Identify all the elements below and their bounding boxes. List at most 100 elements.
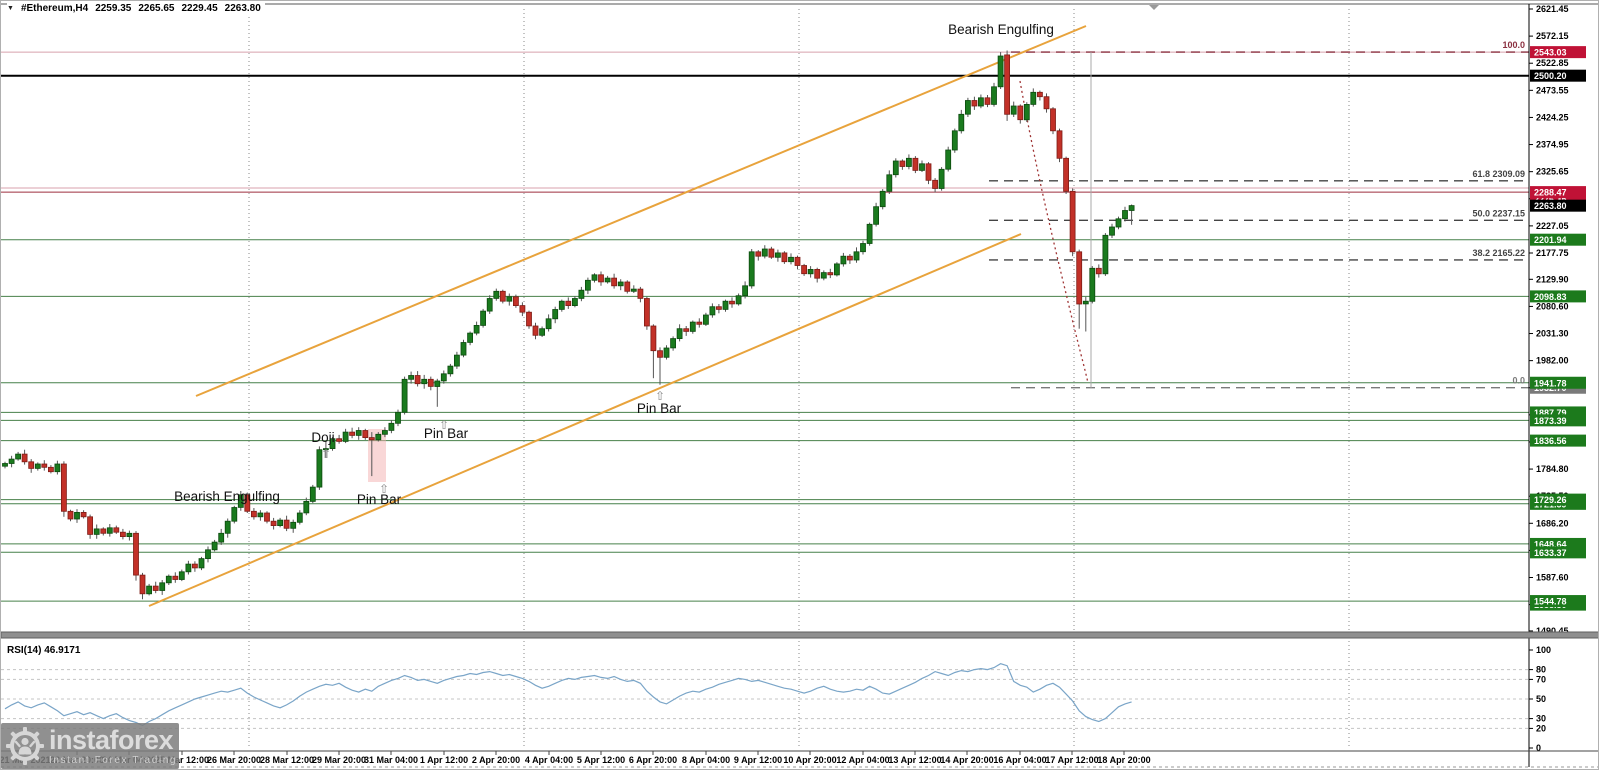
candle-body xyxy=(264,512,270,522)
candle-body xyxy=(1017,105,1024,121)
price-badge xyxy=(1530,376,1586,389)
price-tick-label: 1982.00 xyxy=(1536,356,1569,366)
time-tick-label: 31 Mar 04:00 xyxy=(364,755,418,765)
candle-body xyxy=(1069,190,1076,253)
price-badge-label: 1633.37 xyxy=(1534,548,1567,558)
time-tick-label: 16 Apr 04:00 xyxy=(993,755,1046,765)
time-tick-label: 28 Mar 12:00 xyxy=(260,755,314,765)
price-badge-label: 2098.83 xyxy=(1534,292,1567,302)
candle-body xyxy=(198,558,205,569)
candle-body xyxy=(205,549,211,559)
candle-body xyxy=(355,430,362,436)
candle-body xyxy=(722,300,729,310)
collapse-icon[interactable]: ▼ xyxy=(7,5,14,12)
time-tick-label: 5 Apr 12:00 xyxy=(577,755,625,765)
time-tick-label: 12 Apr 04:00 xyxy=(836,755,889,765)
candle-body xyxy=(499,290,506,302)
candle-body xyxy=(1010,105,1017,115)
fib-label: 61.8 2309.09 xyxy=(1472,169,1525,179)
candle-body xyxy=(879,190,886,208)
pattern-annotation: Bearish Engulfing xyxy=(174,489,280,504)
up-arrow-icon: ⇧ xyxy=(439,418,449,432)
candle-body xyxy=(165,575,172,584)
rsi-tick-label: 50 xyxy=(1536,694,1546,704)
candle-body xyxy=(840,255,847,265)
price-tick-label: 2031.30 xyxy=(1536,329,1569,339)
candle-body xyxy=(440,373,447,382)
candle-body xyxy=(1063,157,1069,192)
candle-body xyxy=(624,281,631,292)
candle-body xyxy=(172,575,179,580)
up-arrow-icon: ⇧ xyxy=(321,447,331,461)
candle-body xyxy=(847,255,853,261)
candle-body xyxy=(1030,91,1037,105)
candle-body xyxy=(113,527,120,533)
candle-body xyxy=(965,100,971,115)
time-tick-label: 2 Apr 20:00 xyxy=(472,755,520,765)
candle-body xyxy=(74,511,80,520)
time-tick-label: 1 Apr 12:00 xyxy=(420,755,468,765)
candle-body xyxy=(689,321,696,332)
candle-body xyxy=(919,163,925,171)
candle-body xyxy=(34,463,41,469)
candle-body xyxy=(978,97,984,107)
candle-body xyxy=(401,378,408,413)
time-tick-label: 6 Apr 20:00 xyxy=(629,755,677,765)
candle-body xyxy=(1095,267,1102,275)
candle-body xyxy=(572,298,578,306)
candle-body xyxy=(1109,226,1115,236)
price-tick-label: 2177.75 xyxy=(1536,248,1569,258)
up-arrow-icon: ⇧ xyxy=(655,389,665,403)
candle-body xyxy=(938,168,945,189)
candle-body xyxy=(1004,54,1010,115)
symbol-ohlc-bar: ▼ #Ethereum,H4 2259.35 2265.65 2229.45 2… xyxy=(7,2,265,15)
price-badge xyxy=(1530,233,1586,246)
candle-body xyxy=(1102,234,1109,275)
candle-body xyxy=(585,279,591,291)
price-tick-label: 2325.65 xyxy=(1536,167,1569,177)
time-tick-label: 10 Apr 20:00 xyxy=(783,755,836,765)
candle-body xyxy=(912,157,919,171)
instaforex-gear-icon xyxy=(6,727,44,765)
candle-body xyxy=(316,449,323,488)
time-tick-label: 17 Apr 12:00 xyxy=(1045,755,1098,765)
price-badge-label: 1836.56 xyxy=(1534,436,1567,446)
candle-body xyxy=(539,328,545,336)
candle-body xyxy=(296,512,303,523)
time-tick-label: 18 Apr 20:00 xyxy=(1097,755,1150,765)
watermark-tagline: Instant Forex Trading xyxy=(49,754,178,766)
candle-body xyxy=(21,453,28,463)
candle-body xyxy=(834,263,840,276)
candle-body xyxy=(473,324,480,334)
candle-body xyxy=(984,97,991,105)
candle-body xyxy=(925,163,932,181)
candle-body xyxy=(1089,267,1096,302)
candle-body xyxy=(80,511,87,518)
candle-body xyxy=(421,378,428,385)
price-tick-label: 1686.20 xyxy=(1536,518,1569,528)
time-tick-label: 29 Mar 20:00 xyxy=(312,755,366,765)
candle-body xyxy=(781,252,788,263)
candle-body xyxy=(775,252,781,258)
candle-body xyxy=(899,160,906,167)
candle-body xyxy=(414,375,421,385)
price-badge-label: 2288.47 xyxy=(1534,188,1567,198)
pattern-annotation: Pin Bar xyxy=(357,492,402,507)
watermark-brand: instaforex xyxy=(49,724,174,755)
candle-body xyxy=(591,274,598,281)
candle-body xyxy=(892,160,899,176)
price-badge-label: 2201.94 xyxy=(1534,235,1567,245)
fib-label: 38.2 2165.22 xyxy=(1472,248,1525,258)
candle-body xyxy=(735,295,742,305)
candle-body xyxy=(742,285,748,297)
candle-body xyxy=(630,288,637,292)
fib-label: 50.0 2237.15 xyxy=(1472,208,1525,218)
candle-body xyxy=(237,494,244,508)
candle-body xyxy=(178,571,185,580)
price-badge xyxy=(1530,546,1586,559)
candle-body xyxy=(15,453,22,460)
candle-body xyxy=(513,296,519,306)
